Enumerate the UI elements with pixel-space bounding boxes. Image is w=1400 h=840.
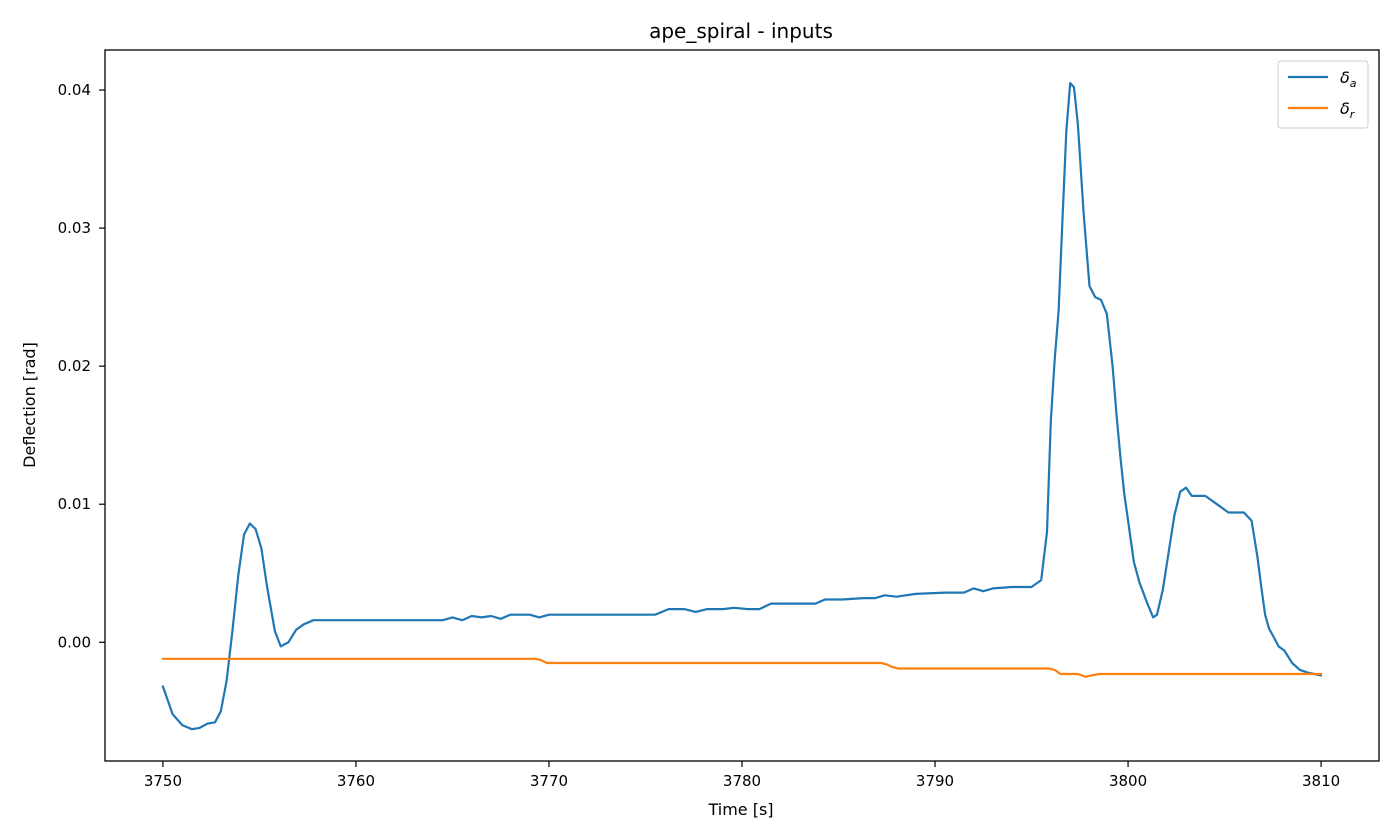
y-tick-label: 0.02 bbox=[58, 357, 91, 375]
legend-box bbox=[1277, 60, 1369, 129]
plot-frame bbox=[104, 49, 1380, 762]
x-tick-label: 3790 bbox=[916, 772, 954, 790]
chart-title: ape_spiral - inputs bbox=[649, 19, 833, 43]
series-layer bbox=[161, 81, 1323, 731]
x-tick-label: 3760 bbox=[337, 772, 375, 790]
series-line-a bbox=[161, 81, 1323, 731]
y-tick-label: 0.00 bbox=[58, 633, 91, 651]
x-tick-label: 3770 bbox=[530, 772, 568, 790]
y-tick-label: 0.01 bbox=[58, 495, 91, 513]
y-tick-label: 0.03 bbox=[58, 219, 91, 237]
series-line-r bbox=[161, 657, 1323, 678]
y-axis-label: Deflection [rad] bbox=[20, 342, 39, 468]
x-axis-label: Time [s] bbox=[707, 800, 773, 819]
y-tick-label: 0.04 bbox=[58, 81, 91, 99]
y-axis: 0.00 0.01 0.02 0.03 0.04 bbox=[58, 81, 105, 651]
x-tick-label: 3750 bbox=[144, 772, 182, 790]
x-tick-label: 3780 bbox=[723, 772, 761, 790]
x-tick-label: 3800 bbox=[1109, 772, 1147, 790]
x-axis: 3750 3760 3770 3780 3790 3800 3810 bbox=[144, 761, 1340, 790]
x-tick-label: 3810 bbox=[1302, 772, 1340, 790]
